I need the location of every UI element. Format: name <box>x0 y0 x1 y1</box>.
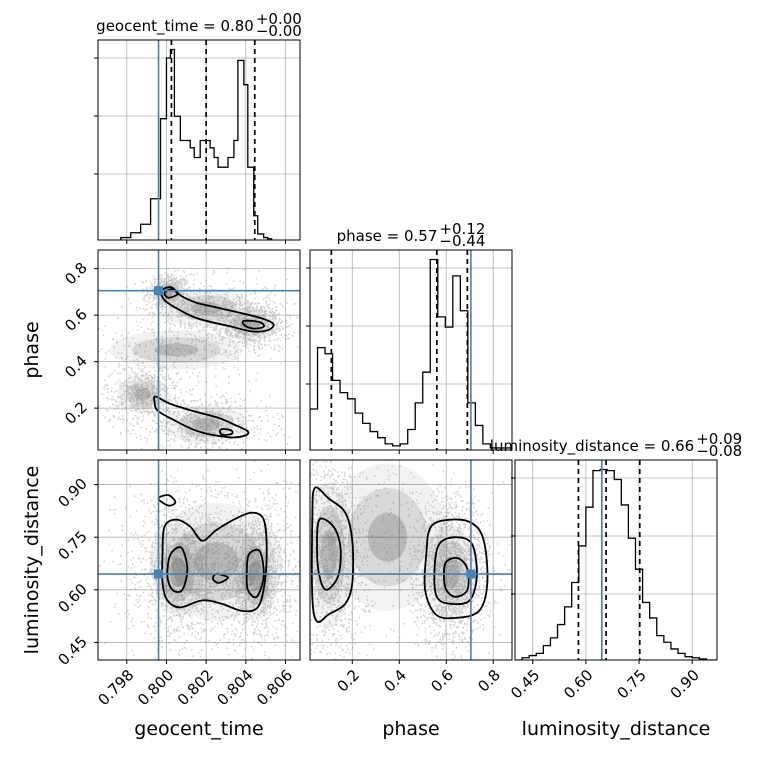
title-sup: +0.00 <box>256 10 302 28</box>
x-tick-label-geocent_time: 0.806 <box>253 666 296 709</box>
contour-level <box>316 516 342 591</box>
density-shade <box>190 301 222 315</box>
contour-level <box>241 319 265 330</box>
hist-panel-luminosity_distance: luminosity_distance = 0.66 +0.09−0.08 <box>490 430 742 664</box>
density-shade <box>442 556 460 589</box>
scatter-content <box>310 460 512 660</box>
density-shade <box>192 417 221 431</box>
contour-level <box>157 494 177 507</box>
title-main: geocent_time = 0.80 <box>96 17 254 36</box>
panel-frame <box>514 459 718 661</box>
scatter-content <box>98 250 300 450</box>
x-tick-label-geocent_time: 0.798 <box>94 666 137 709</box>
x-axis-label-luminosity_distance: luminosity_distance <box>522 718 711 740</box>
contour-level <box>442 556 470 598</box>
contour-level <box>153 395 250 439</box>
truth-marker <box>154 569 164 579</box>
density-shade <box>109 330 244 370</box>
density-shade <box>160 288 252 328</box>
histogram-phase <box>310 258 512 450</box>
density-shade <box>153 528 204 617</box>
density-shade <box>434 540 468 605</box>
title-geocent_time: geocent_time = 0.80 +0.00−0.00 <box>96 10 302 40</box>
x-tick-label-luminosity_distance: 0.75 <box>613 666 649 702</box>
histogram-geocent_time <box>120 48 273 240</box>
x-tick-label-phase: 0.4 <box>380 666 410 696</box>
title-main: luminosity_distance = 0.66 <box>490 437 694 456</box>
x-tick-label-phase: 0.6 <box>427 666 457 696</box>
title-sub: −0.44 <box>439 232 485 250</box>
y-axis-label-phase: phase <box>21 321 43 378</box>
density-shade <box>125 381 160 408</box>
contour-level <box>161 511 268 613</box>
y-tick-label-luminosity_distance: 0.60 <box>54 580 90 616</box>
title-phase: phase = 0.57 +0.12−0.44 <box>337 220 486 250</box>
x-axis-label-geocent_time: geocent_time <box>134 718 263 740</box>
contour-level <box>245 548 265 599</box>
x-tick-label-luminosity_distance: 0.90 <box>667 666 703 702</box>
title-main: phase = 0.57 <box>337 227 438 245</box>
y-tick-label-phase: 0.6 <box>61 305 91 335</box>
panel-frame <box>309 459 513 661</box>
contour-level <box>311 486 355 623</box>
title-sup: +0.09 <box>696 430 742 448</box>
hist-panel-geocent_time: geocent_time = 0.80 +0.00−0.00 <box>94 10 302 244</box>
density-shade <box>230 313 270 336</box>
y-axis-label-luminosity_distance: luminosity_distance <box>21 466 43 655</box>
y-tick-label-luminosity_distance: 0.90 <box>54 475 90 511</box>
panel-frame <box>309 249 513 451</box>
y-tick-label-luminosity_distance: 0.75 <box>54 527 90 563</box>
y-tick-label-phase: 0.2 <box>61 398 91 428</box>
truth-marker <box>154 286 164 296</box>
density-shade <box>171 522 261 602</box>
density-shade <box>367 512 408 562</box>
hist-panel-phase: phase = 0.57 +0.12−0.44 <box>306 220 513 454</box>
scatter-panel-phase-luminosity_distance <box>309 459 513 664</box>
y-tick-label-phase: 0.4 <box>61 352 91 382</box>
truth-marker <box>466 569 476 579</box>
title-sub: −0.08 <box>696 442 742 460</box>
density-shade <box>134 387 151 401</box>
panel-frame <box>97 39 301 241</box>
panel-frame <box>97 249 301 451</box>
scatter-panel-geocent_time-luminosity_distance <box>94 459 301 664</box>
density-shade <box>348 488 427 587</box>
density-shade <box>426 524 476 621</box>
x-tick-label-phase: 0.8 <box>474 666 504 696</box>
density-shade <box>154 343 199 357</box>
x-tick-label-phase: 0.2 <box>333 666 363 696</box>
panel-frame <box>97 459 301 661</box>
x-tick-label-geocent_time: 0.800 <box>134 666 177 709</box>
density-shade <box>131 336 221 364</box>
density-shade <box>154 280 183 304</box>
density-shade <box>320 530 338 580</box>
x-axis-label-phase: phase <box>382 718 439 740</box>
scatter-content <box>98 460 300 660</box>
scatter-panel-geocent_time-phase <box>94 249 301 454</box>
x-tick-label-luminosity_distance: 0.60 <box>560 666 596 702</box>
contour-level <box>166 546 189 593</box>
histogram-luminosity_distance <box>515 468 717 660</box>
y-tick-label-luminosity_distance: 0.45 <box>54 633 90 669</box>
y-tick-label-phase: 0.8 <box>61 259 91 289</box>
density-shade <box>220 307 279 342</box>
density-shade <box>193 542 239 582</box>
title-sub: −0.00 <box>256 22 302 40</box>
density-shade <box>248 561 263 591</box>
title-luminosity_distance: luminosity_distance = 0.66 +0.09−0.08 <box>490 430 742 460</box>
x-tick-label-geocent_time: 0.804 <box>213 666 256 709</box>
x-tick-label-geocent_time: 0.802 <box>174 666 217 709</box>
contour-level <box>219 428 234 436</box>
title-sup: +0.12 <box>439 220 485 238</box>
x-tick-label-luminosity_distance: 0.45 <box>507 666 543 702</box>
contour-level <box>160 286 275 333</box>
contour-level <box>423 518 489 620</box>
density-shade <box>170 557 187 588</box>
contour-level <box>212 572 229 584</box>
density-shade <box>175 295 237 322</box>
